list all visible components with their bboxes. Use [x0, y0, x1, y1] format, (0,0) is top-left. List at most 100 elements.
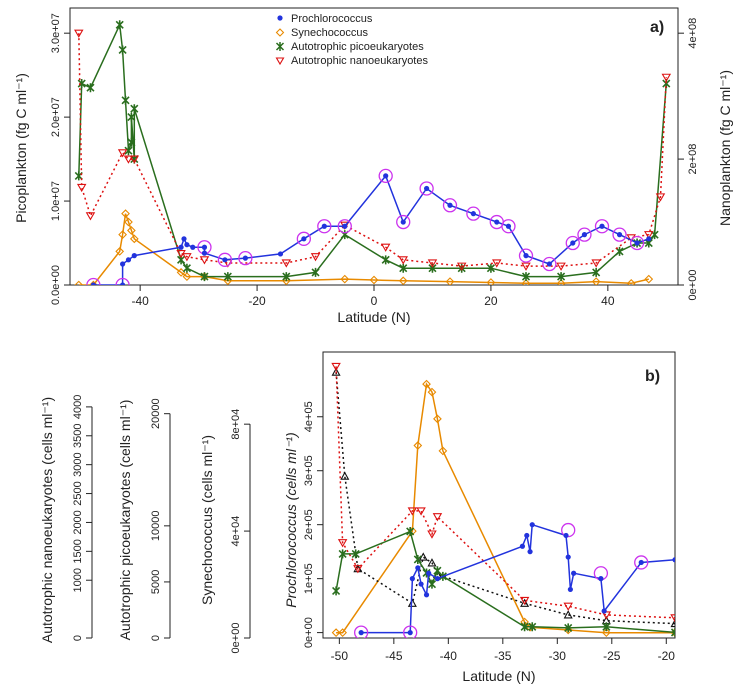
data-point-synechococcus [398, 276, 408, 285]
data-point-prochlorococcus [565, 554, 571, 560]
highlight-ring [612, 227, 627, 242]
legend-marker-nanoeukaryotes [275, 57, 285, 66]
data-point-autotrophic-picoeukaryotes [351, 549, 360, 559]
data-point-prochlorococcus [418, 581, 424, 587]
y-axis-autotrophic-nanoeukaryotes: 0 1000 1500 2000 2500 3000 3500 4000 Autotrophic… [39, 395, 93, 643]
y-tick-label: 2000 [72, 510, 84, 534]
data-point-synechococcus [521, 278, 531, 285]
y-axis-label: Autotrophic picoeukaryotes (cells ml⁻¹) [117, 400, 133, 641]
y-tick-label: 2e+05 [303, 509, 315, 540]
panel-a-y-left-axis-label: Picoplankton (fg C ml⁻¹) [13, 73, 29, 223]
legend-label-prochlorococcus: Prochlorococcus [291, 13, 373, 25]
data-point-prochlorococcus [447, 202, 453, 208]
data-point-prochlorococcus [571, 570, 577, 576]
data-point-prochlorococcus [407, 630, 413, 636]
data-point-prochlorococcus [546, 261, 552, 267]
data-point-prochlorococcus [120, 261, 126, 267]
data-point-autotrophic-nanoeukaryotes [432, 513, 443, 522]
data-point-autotrophic-nanoeukaryotes [427, 530, 437, 539]
data-point-autotrophic-picoeukaryotes [200, 272, 209, 282]
data-point-prochlorococcus [342, 223, 348, 229]
data-point-prochlorococcus [400, 219, 406, 225]
data-point-prochlorococcus [494, 219, 500, 225]
data-point-autotrophic-nanoeukaryotes [331, 362, 341, 372]
data-point-unnamed [340, 471, 350, 480]
data-point-autotrophic-nanoeukaryotes [670, 614, 675, 623]
y-left-tick-label: 0.0e+00 [50, 265, 62, 305]
data-point-prochlorococcus [409, 576, 415, 582]
data-point-autotrophic-picoeukaryotes [332, 586, 341, 596]
highlight-ring [542, 256, 557, 272]
data-point-prochlorococcus [178, 244, 184, 250]
y-tick-label: 10000 [150, 511, 162, 542]
series-autotrophic-picoeukaryotes [74, 20, 671, 282]
data-point-unnamed [407, 598, 417, 607]
data-point-prochlorococcus [601, 608, 607, 614]
data-point-prochlorococcus [222, 257, 228, 263]
data-point-synechococcus [556, 278, 566, 285]
data-point-prochlorococcus [242, 255, 248, 261]
x-tick-label: 40 [601, 294, 615, 308]
x-tick-label: -45 [385, 649, 403, 663]
data-point-synechococcus [591, 277, 601, 285]
y-axis-autotrophic-picoeukaryotes: 0 5000 10000 20000 Autotrophic picoeukaryote… [117, 398, 171, 641]
y-tick-label: 20000 [150, 398, 162, 429]
data-point-autotrophic-picoeukaryotes [592, 267, 601, 277]
data-point-synechococcus [89, 280, 98, 285]
data-point-prochlorococcus [201, 244, 208, 250]
data-point-prochlorococcus [424, 185, 430, 192]
data-point-synechococcus [121, 209, 130, 219]
highlight-ring [466, 206, 481, 221]
y-right-tick-label: 2e+08 [687, 144, 699, 175]
data-point-autotrophic-picoeukaryotes [528, 622, 537, 632]
data-point-unnamed [563, 610, 573, 619]
y-axis-label: Prochlorococcus (cells ml⁻¹) [283, 432, 299, 607]
y-tick-label: 1e+05 [303, 563, 315, 594]
highlight-ring [337, 219, 352, 234]
data-point-autotrophic-picoeukaryotes [124, 146, 133, 156]
series-line-autotrophic-nanoeukaryotes [335, 366, 675, 619]
x-tick-label: -35 [494, 649, 512, 663]
data-point-autotrophic-nanoeukaryotes [407, 507, 418, 516]
highlight-ring [296, 231, 311, 246]
panel-a-label: a) [650, 19, 664, 36]
data-point-autotrophic-nanoeukaryotes [416, 507, 426, 516]
data-point-prochlorococcus [358, 630, 364, 636]
data-point-prochlorococcus [434, 576, 441, 582]
highlight-ring [634, 555, 649, 570]
data-point-autotrophic-nanoeukaryotes [310, 253, 321, 262]
data-point-autotrophic-picoeukaryotes [115, 20, 124, 30]
data-point-autotrophic-picoeukaryotes [381, 255, 390, 265]
data-point-synechococcus [129, 234, 139, 244]
data-point-prochlorococcus [646, 236, 652, 242]
data-point-synechococcus [626, 278, 636, 285]
y-right-tick-label: 4e+08 [687, 18, 699, 49]
data-point-prochlorococcus [301, 236, 307, 242]
data-point-prochlorococcus [523, 253, 529, 259]
data-point-autotrophic-nanoeukaryotes [398, 256, 408, 265]
data-point-prochlorococcus [277, 251, 284, 257]
y-tick-label: 5000 [150, 570, 162, 594]
highlight-ring [396, 214, 411, 230]
y-axis-label: Autotrophic nanoeukaryotes (cells ml⁻¹) [39, 397, 55, 643]
data-point-autotrophic-nanoeukaryotes [661, 73, 672, 82]
highlight-ring [565, 235, 580, 251]
data-point-autotrophic-picoeukaryotes [77, 79, 86, 89]
data-point-autotrophic-picoeukaryotes [223, 272, 232, 282]
data-point-unnamed [520, 598, 530, 607]
data-point-autotrophic-picoeukaryotes [428, 263, 437, 273]
y-axis-prochlorococcus: 0e+00 1e+05 2e+05 3e+05 4e+05 Prochlorococcus… [283, 401, 323, 648]
series-prochlorococcus [353, 522, 675, 638]
data-point-autotrophic-picoeukaryotes [615, 246, 624, 256]
data-point-synechococcus [115, 247, 125, 256]
data-point-autotrophic-picoeukaryotes [557, 272, 566, 282]
y-axis-synechococcus: 0e+00 4e+04 8e+04 Synechococcus (cells ml⁻¹… [199, 409, 251, 653]
data-point-autotrophic-nanoeukaryotes [563, 602, 573, 611]
data-point-synechococcus [331, 628, 341, 638]
y-tick-label: 8e+04 [230, 409, 242, 440]
data-point-autotrophic-picoeukaryotes [118, 45, 127, 55]
data-point-synechococcus [338, 628, 347, 638]
data-point-autotrophic-picoeukaryotes [338, 549, 347, 559]
data-point-prochlorococcus [567, 586, 573, 593]
panel-b-frame [322, 351, 676, 639]
